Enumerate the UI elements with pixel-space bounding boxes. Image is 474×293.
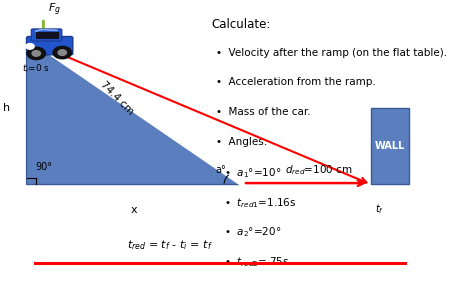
- Text: •  $a_2$°=20°: • $a_2$°=20°: [224, 225, 282, 239]
- Polygon shape: [27, 38, 241, 185]
- Text: $t_{red}$ = $t_f$ - $t_i$ = $t_f$: $t_{red}$ = $t_f$ - $t_i$ = $t_f$: [127, 238, 212, 252]
- Text: •  Velocity after the ramp (on the flat table).: • Velocity after the ramp (on the flat t…: [216, 48, 447, 58]
- Text: •  Mass of the car.: • Mass of the car.: [216, 107, 310, 117]
- Text: 90°: 90°: [35, 162, 52, 172]
- Text: •  Angles:: • Angles:: [216, 137, 267, 146]
- Text: •  Acceleration from the ramp.: • Acceleration from the ramp.: [216, 77, 375, 87]
- Text: •  $t_{red1}$=1.16s: • $t_{red1}$=1.16s: [224, 196, 297, 209]
- Circle shape: [32, 51, 40, 56]
- Bar: [371, 108, 409, 185]
- Text: $t_f$: $t_f$: [375, 203, 384, 217]
- Text: x: x: [130, 205, 137, 215]
- FancyBboxPatch shape: [31, 29, 62, 41]
- Text: h: h: [3, 103, 10, 113]
- Bar: [36, 32, 59, 39]
- Text: a°: a°: [216, 165, 227, 175]
- Text: •  $t_{red2}$=.75s: • $t_{red2}$=.75s: [224, 255, 289, 269]
- Text: WALL: WALL: [375, 142, 405, 151]
- Text: Calculate:: Calculate:: [211, 18, 271, 31]
- Text: •  $a_1$°=10°: • $a_1$°=10°: [224, 166, 282, 180]
- FancyBboxPatch shape: [27, 37, 73, 55]
- Circle shape: [26, 44, 34, 49]
- Text: $d_{red}$=100 cm: $d_{red}$=100 cm: [285, 163, 353, 177]
- Text: 74.4 cm: 74.4 cm: [99, 80, 135, 117]
- Circle shape: [27, 47, 46, 59]
- Text: $F_g$: $F_g$: [47, 2, 61, 18]
- Circle shape: [53, 46, 72, 59]
- Text: $t_i$=0 s: $t_i$=0 s: [22, 63, 50, 75]
- Circle shape: [58, 50, 66, 55]
